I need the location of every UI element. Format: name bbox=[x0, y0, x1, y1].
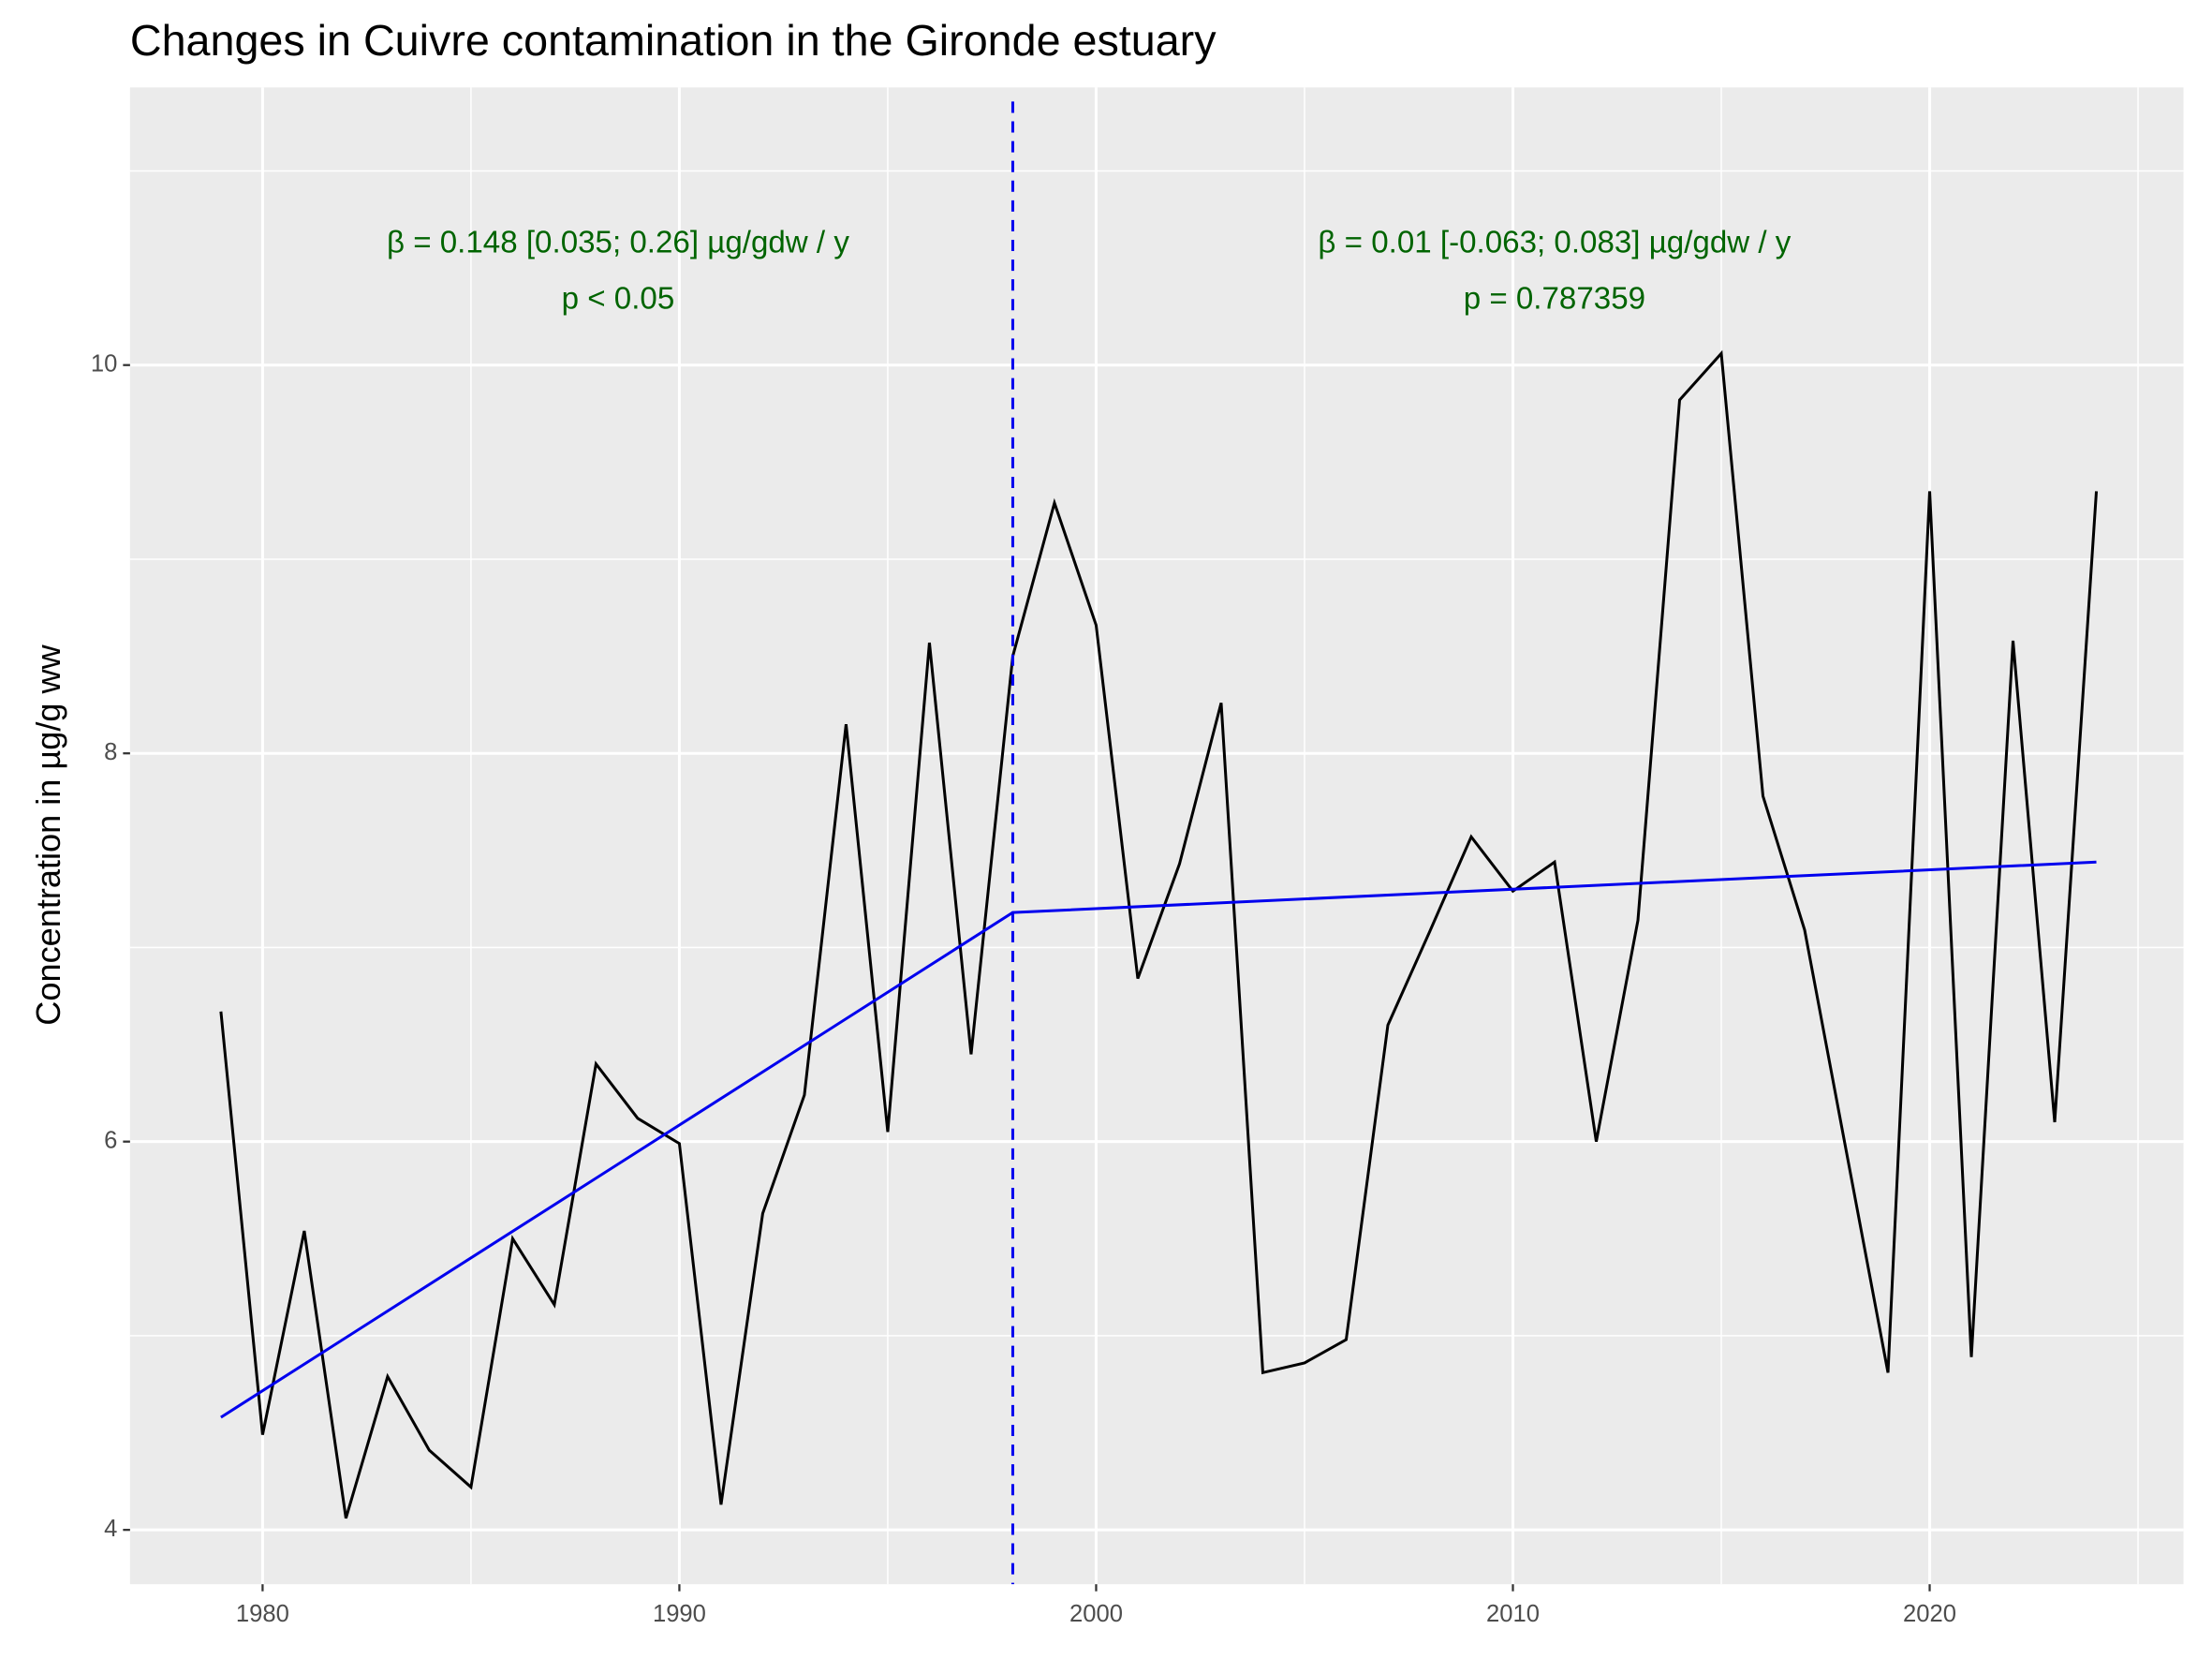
annotation: p = 0.787359 bbox=[1464, 282, 1645, 317]
chart-title: Changes in Cuivre contamination in the G… bbox=[130, 16, 1217, 65]
y-tick-label: 10 bbox=[91, 350, 117, 377]
annotation: β = 0.01 [-0.063; 0.083] µg/gdw / y bbox=[1318, 225, 1791, 259]
annotation: β = 0.148 [0.035; 0.26] µg/gdw / y bbox=[387, 225, 849, 259]
data-line bbox=[219, 349, 2099, 1519]
x-tick-label: 1990 bbox=[653, 1601, 706, 1627]
x-tick-label: 2000 bbox=[1069, 1601, 1123, 1627]
y-tick-label: 8 bbox=[104, 739, 117, 765]
y-tick-label: 4 bbox=[104, 1516, 117, 1542]
plot-background bbox=[129, 87, 2184, 1585]
annotation: p < 0.05 bbox=[562, 282, 675, 317]
x-tick-label: 1980 bbox=[236, 1601, 289, 1627]
y-axis-label: Concentration in µg/g ww bbox=[29, 644, 67, 1025]
x-tick-label: 2010 bbox=[1486, 1601, 1540, 1627]
x-tick-label: 2020 bbox=[1903, 1601, 1956, 1627]
y-tick-label: 6 bbox=[104, 1127, 117, 1153]
